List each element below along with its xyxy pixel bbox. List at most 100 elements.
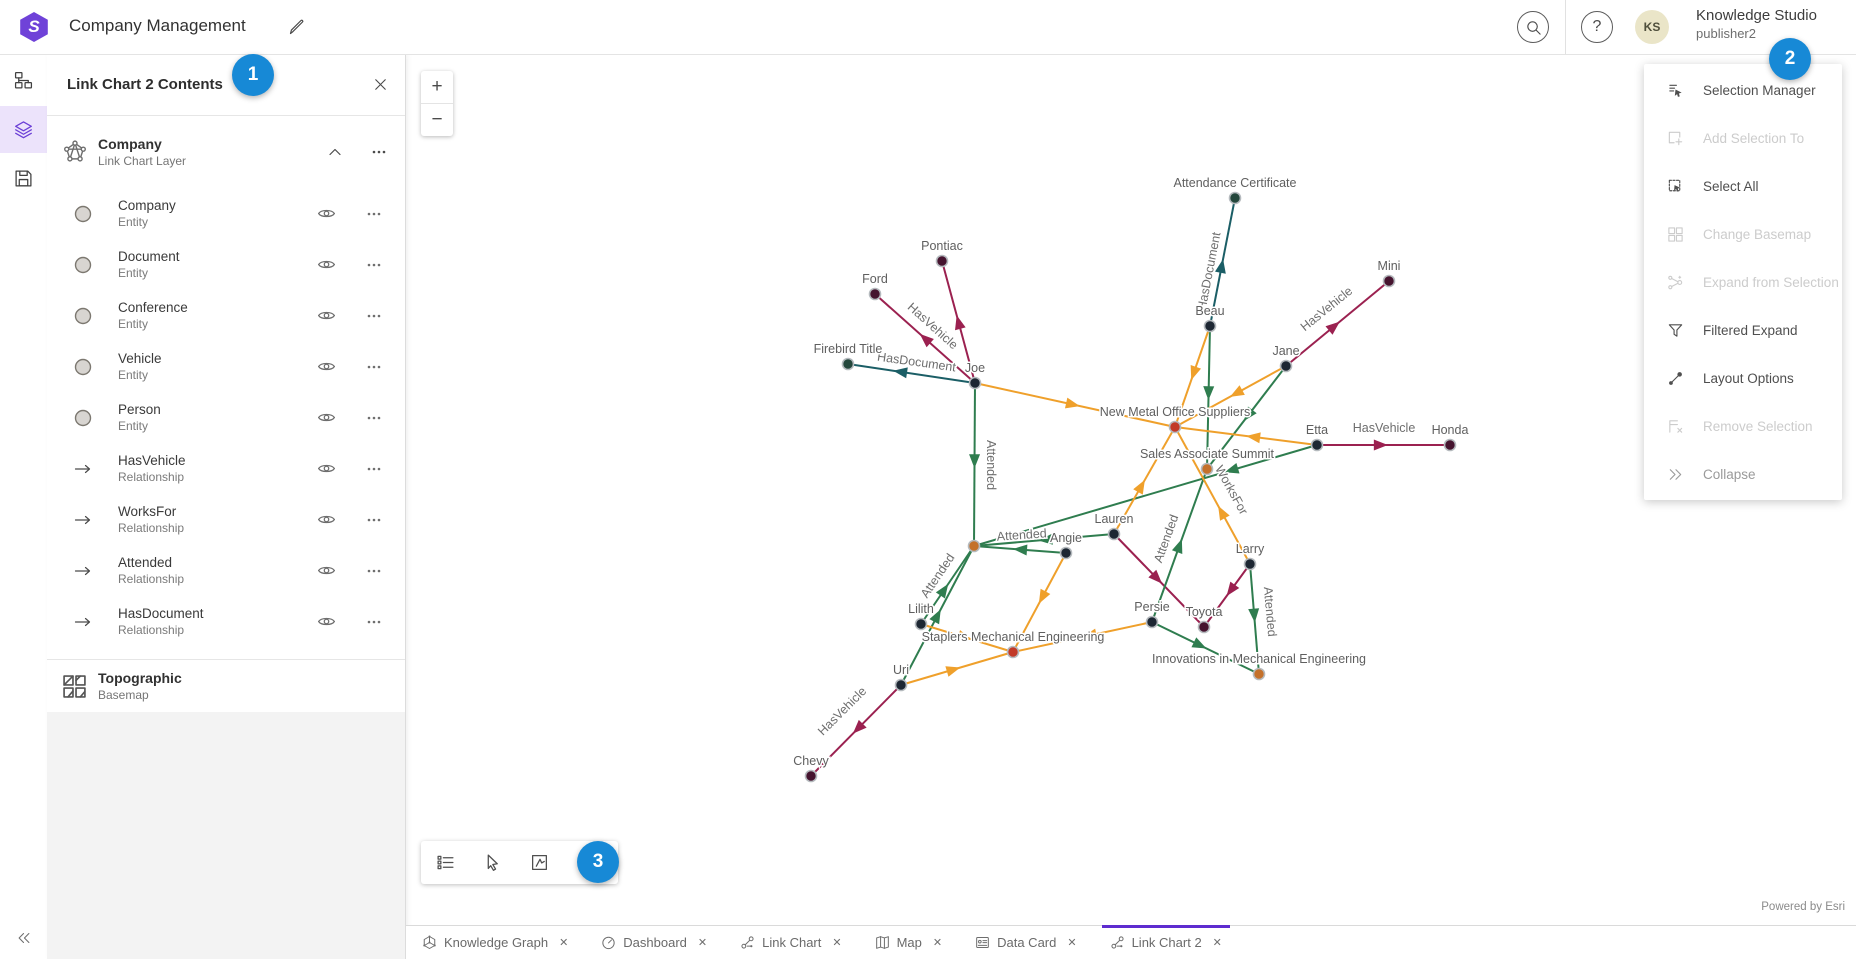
close-icon[interactable] xyxy=(372,76,389,93)
layer-item-row[interactable]: WorksFor Relationship xyxy=(47,494,405,545)
menu-item-layout-options[interactable]: Layout Options xyxy=(1644,354,1842,402)
graph-node-staplers[interactable] xyxy=(1006,645,1020,659)
eye-icon[interactable] xyxy=(317,306,336,325)
tab-close-icon[interactable]: ✕ xyxy=(832,937,842,949)
graph-node-nmos[interactable] xyxy=(1168,420,1182,434)
eye-icon[interactable] xyxy=(317,255,336,274)
graph-node-lauren[interactable] xyxy=(1107,527,1121,541)
layer-item-row[interactable]: Document Entity xyxy=(47,239,405,290)
tab-close-icon[interactable]: ✕ xyxy=(1212,937,1222,949)
graph-node-honda[interactable] xyxy=(1443,438,1457,452)
layer-item-row[interactable]: HasVehicle Relationship xyxy=(47,443,405,494)
cursor-icon[interactable] xyxy=(483,853,502,872)
edge-arrowhead xyxy=(1148,569,1163,584)
graph-node-uri[interactable] xyxy=(894,678,908,692)
graph-node-angie[interactable] xyxy=(1059,546,1073,560)
layer-item-row[interactable]: Company Entity xyxy=(47,188,405,239)
layer-item-row[interactable]: HasDocument Relationship xyxy=(47,596,405,647)
tab-link-chart-2[interactable]: Link Chart 2 ✕ xyxy=(1101,924,1230,959)
graph-node-toyota[interactable] xyxy=(1197,620,1211,634)
menu-item-label: Select All xyxy=(1703,178,1759,194)
account-info[interactable]: Knowledge Studio publisher2 xyxy=(1696,8,1817,40)
tab-data-card[interactable]: Data Card ✕ xyxy=(972,926,1079,959)
search-button[interactable] xyxy=(1517,11,1549,43)
graph-node-innovations[interactable] xyxy=(1252,667,1266,681)
eye-icon[interactable] xyxy=(317,357,336,376)
marquee-select-icon[interactable] xyxy=(530,853,549,872)
tab-link-chart[interactable]: Link Chart ✕ xyxy=(737,926,844,959)
annotation-badge-1: 1 xyxy=(232,54,274,96)
layer-item-row[interactable]: Vehicle Entity xyxy=(47,341,405,392)
rail-item-layers[interactable] xyxy=(0,106,47,153)
graph-node-firebird[interactable] xyxy=(841,357,855,371)
graph-node-beau[interactable] xyxy=(1203,319,1217,333)
zoom-out-button[interactable]: − xyxy=(421,103,453,136)
panel-empty-area xyxy=(47,712,405,959)
graph-node-etta[interactable] xyxy=(1310,438,1324,452)
ellipsis-icon[interactable] xyxy=(365,358,383,376)
ellipsis-icon[interactable] xyxy=(365,307,383,325)
help-button[interactable]: ? xyxy=(1581,11,1613,43)
basemap-row[interactable]: Topographic Basemap xyxy=(47,660,405,712)
link-chart-layer-row[interactable]: Company Link Chart Layer xyxy=(47,116,405,188)
layer-item-row[interactable]: Conference Entity xyxy=(47,290,405,341)
user-avatar[interactable]: KS xyxy=(1635,10,1669,44)
eye-icon[interactable] xyxy=(317,459,336,478)
eye-icon[interactable] xyxy=(317,561,336,580)
ellipsis-icon[interactable] xyxy=(365,256,383,274)
menu-item-select-all[interactable]: Select All xyxy=(1644,162,1842,210)
graph-node-cert[interactable] xyxy=(1228,191,1242,205)
edge-arrowhead xyxy=(1013,544,1028,556)
graph-node-larry[interactable] xyxy=(1243,557,1257,571)
ellipsis-icon[interactable] xyxy=(370,143,388,161)
eye-icon[interactable] xyxy=(317,612,336,631)
menu-item-collapse[interactable]: Collapse xyxy=(1644,450,1842,498)
left-rail xyxy=(0,54,48,959)
edge-arrowhead xyxy=(1203,386,1215,401)
tab-knowledge-graph[interactable]: Knowledge Graph ✕ xyxy=(419,926,571,959)
ellipsis-icon[interactable] xyxy=(365,562,383,580)
graph-node-ford[interactable] xyxy=(868,287,882,301)
tab-close-icon[interactable]: ✕ xyxy=(559,937,569,949)
graph-node-label: Lilith xyxy=(908,602,934,616)
tab-close-icon[interactable]: ✕ xyxy=(697,937,708,949)
menu-item-selection-manager[interactable]: Selection Manager xyxy=(1644,66,1842,114)
eye-icon[interactable] xyxy=(317,510,336,529)
list-icon[interactable] xyxy=(436,853,455,872)
ellipsis-icon[interactable] xyxy=(365,511,383,529)
menu-item-filtered-expand[interactable]: Filtered Expand xyxy=(1644,306,1842,354)
graph-node-persie[interactable] xyxy=(1145,615,1159,629)
eye-icon[interactable] xyxy=(317,204,336,223)
chevron-up-icon[interactable] xyxy=(326,143,344,161)
ellipsis-icon[interactable] xyxy=(365,205,383,223)
item-name: WorksFor xyxy=(118,503,177,519)
graph-node-chevy[interactable] xyxy=(804,769,818,783)
tab-close-icon[interactable]: ✕ xyxy=(932,937,943,949)
graph-node-lilith[interactable] xyxy=(914,617,928,631)
layer-type: Link Chart Layer xyxy=(98,154,187,168)
tab-dashboard[interactable]: Dashboard ✕ xyxy=(598,926,710,959)
graph-node-pontiac[interactable] xyxy=(935,254,949,268)
eye-icon[interactable] xyxy=(317,408,336,427)
graph-node-conf2[interactable] xyxy=(967,539,981,553)
layer-item-row[interactable]: Person Entity xyxy=(47,392,405,443)
zoom-in-button[interactable]: + xyxy=(431,76,443,97)
tab-close-icon[interactable]: ✕ xyxy=(1067,937,1077,949)
graph-node-joe[interactable] xyxy=(968,376,982,390)
edge-arrowhead xyxy=(1229,385,1245,397)
tab-map[interactable]: Map ✕ xyxy=(872,926,946,959)
layer-item-row[interactable]: Attended Relationship xyxy=(47,545,405,596)
knowledge-studio-logo-icon[interactable]: S xyxy=(20,12,48,42)
rail-item-hierarchy[interactable] xyxy=(0,57,47,104)
graph-node-mini[interactable] xyxy=(1382,274,1396,288)
collapse-rail-button[interactable] xyxy=(0,923,47,953)
ellipsis-icon[interactable] xyxy=(365,409,383,427)
ellipsis-icon[interactable] xyxy=(365,613,383,631)
graph-node-summit[interactable] xyxy=(1200,462,1214,476)
ellipsis-icon[interactable] xyxy=(365,460,383,478)
item-name: Company xyxy=(118,197,176,213)
edit-title-pencil-icon[interactable] xyxy=(288,18,306,36)
rail-item-save[interactable] xyxy=(0,155,47,202)
graph-node-jane[interactable] xyxy=(1279,359,1293,373)
